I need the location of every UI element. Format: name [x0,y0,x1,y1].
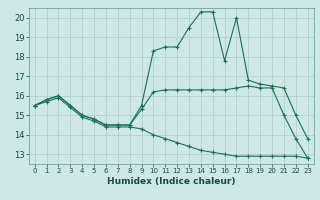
X-axis label: Humidex (Indice chaleur): Humidex (Indice chaleur) [107,177,236,186]
